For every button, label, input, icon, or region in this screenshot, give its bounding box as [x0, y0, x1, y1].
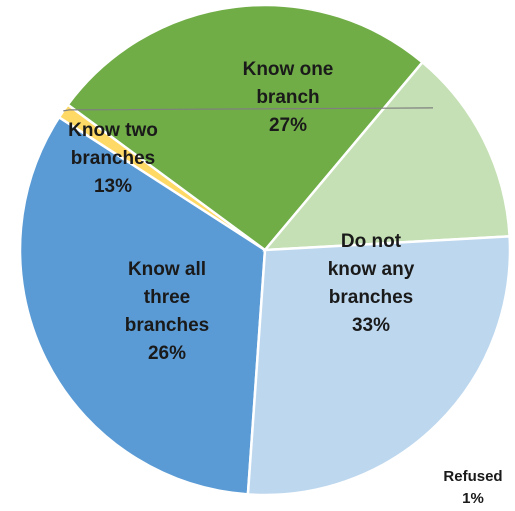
slice-percent-one: 27% [269, 115, 307, 136]
pie-slice-all [66, 3, 425, 252]
slice-label-line: Know one [243, 59, 334, 80]
slice-label-two: Know two branches 13% [68, 120, 158, 197]
slice-label-all: Know all three branches 26% [125, 259, 209, 364]
slice-percent-all: 26% [148, 343, 186, 364]
slice-label-line: branches [329, 287, 413, 308]
slice-label-line: Know all [128, 259, 206, 280]
slice-label-one: Know one branch 27% [243, 59, 334, 136]
slice-label-none: Do not know any branches 33% [328, 231, 415, 336]
slice-label-line: three [144, 287, 190, 308]
slice-label-line: know any [328, 259, 415, 280]
pie-labels: Do not know any branches 33% Refused 1% Know a… [63, 59, 503, 507]
slice-label-line: branches [71, 148, 155, 169]
slice-percent-none: 33% [352, 315, 390, 336]
pie-slice-two [262, 60, 511, 252]
slice-label-line: Refused [443, 468, 502, 485]
pie-slice-one [246, 235, 512, 497]
slice-label-line: branch [256, 87, 319, 108]
pie-slices [18, 3, 512, 497]
slice-label-line: branches [125, 315, 209, 336]
slice-label-line: Do not [341, 231, 402, 252]
slice-percent-two: 13% [94, 176, 132, 197]
slice-label-line: Know two [68, 120, 158, 141]
slice-label-refused: Refused 1% [443, 468, 502, 507]
slice-percent-refused: 1% [462, 490, 484, 507]
refused-leader-line [63, 107, 434, 112]
